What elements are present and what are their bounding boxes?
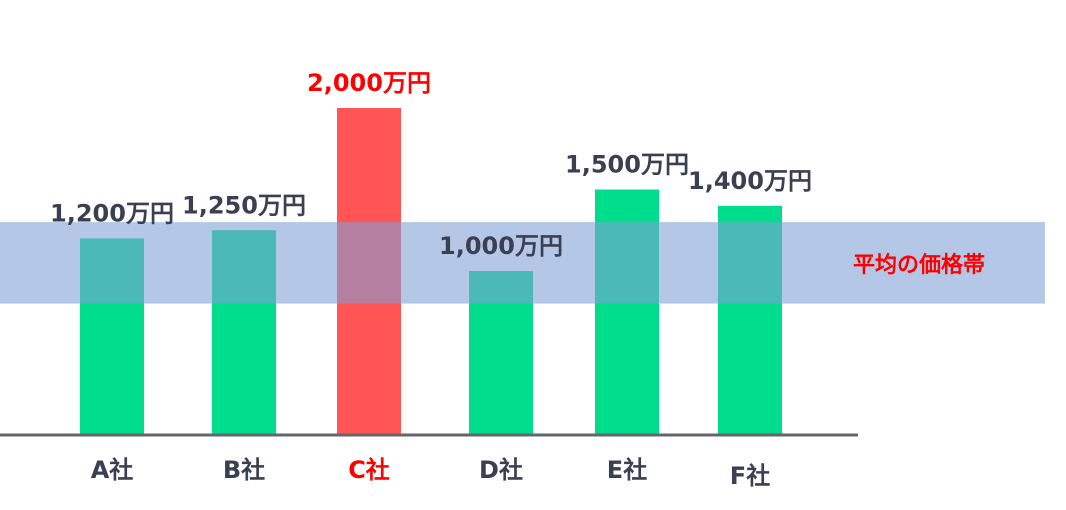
category-label-4: D社 xyxy=(479,456,523,484)
labels-layer: 1,200万円 A社 1,250万円 B社 2,000万円 C社 1,000万円 D社 1,50… xyxy=(50,69,812,490)
category-label-6: F社 xyxy=(730,462,770,490)
category-label-3: C社 xyxy=(348,456,390,484)
value-label-3: 2,000万円 xyxy=(307,69,431,97)
category-label-1: A社 xyxy=(91,456,134,484)
value-label-6: 1,400万円 xyxy=(688,167,812,195)
average-price-band xyxy=(0,222,1045,304)
value-label-2: 1,250万円 xyxy=(182,191,306,219)
category-label-2: B社 xyxy=(223,456,265,484)
value-label-4: 1,000万円 xyxy=(439,232,563,260)
average-band-label: 平均の価格帯 xyxy=(853,252,985,278)
value-label-5: 1,500万円 xyxy=(565,151,689,179)
value-label-1: 1,200万円 xyxy=(50,199,174,227)
category-label-5: E社 xyxy=(607,456,647,484)
